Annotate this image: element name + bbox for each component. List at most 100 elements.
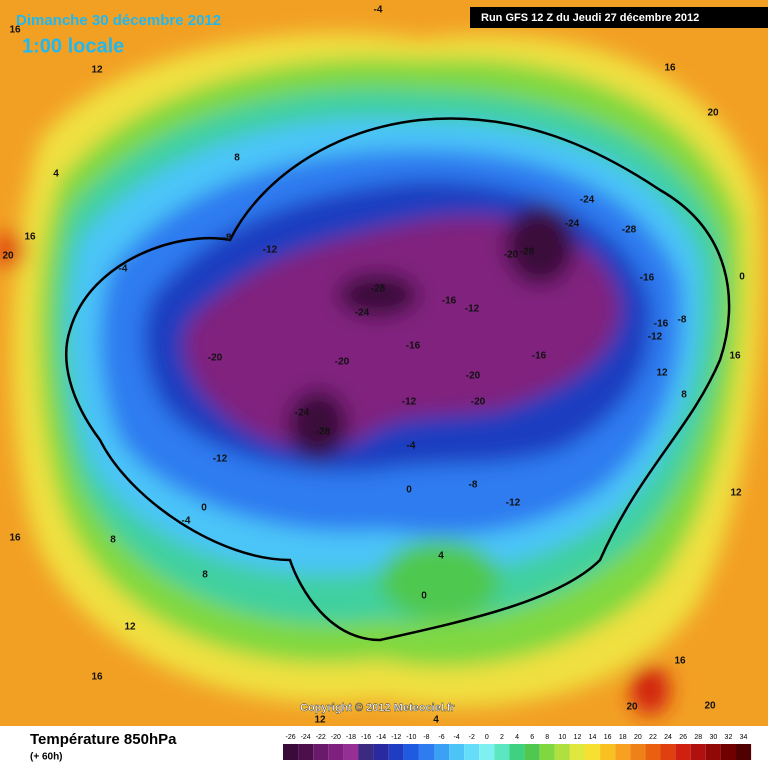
time-label: 1:00 locale xyxy=(22,35,124,57)
colorbar-swatch xyxy=(524,744,540,760)
contour-label: 8 xyxy=(202,570,208,581)
contour-label: -24 xyxy=(295,408,310,419)
colorbar-label: 16 xyxy=(604,734,612,741)
run-label: Run GFS 12 Z du Jeudi 27 décembre 2012 xyxy=(481,12,699,24)
contour-label: -20 xyxy=(471,397,486,408)
contour-label: -12 xyxy=(465,304,480,315)
contour-label: 12 xyxy=(91,65,103,76)
contour-label: -28 xyxy=(371,284,386,295)
contour-label: -24 xyxy=(565,219,580,230)
run-box xyxy=(470,7,768,28)
contour-label: -24 xyxy=(580,195,595,206)
contour-label: 12 xyxy=(124,622,136,633)
colorbar-label: 14 xyxy=(589,734,597,741)
colorbar-label: 24 xyxy=(664,734,672,741)
colorbar-swatch xyxy=(720,744,736,760)
contour-label: -28 xyxy=(520,247,535,258)
contour-label: -8 xyxy=(678,315,687,326)
contour-label: 16 xyxy=(9,533,21,544)
contour-label: 0 xyxy=(739,272,745,283)
colorbar-label: -12 xyxy=(391,734,401,741)
colorbar-label: 30 xyxy=(709,734,717,741)
colorbar-swatch xyxy=(615,744,631,760)
contour-label: 4 xyxy=(438,551,444,562)
colorbar-label: 32 xyxy=(725,734,733,741)
colorbar-label: 10 xyxy=(558,734,566,741)
colorbar-label: -6 xyxy=(438,734,444,741)
colorbar-swatch xyxy=(600,744,616,760)
contour-label: -8 xyxy=(469,480,478,491)
colorbar-label: 0 xyxy=(485,734,489,741)
contour-label: -20 xyxy=(504,250,519,261)
contour-label: -20 xyxy=(208,353,223,364)
contour-label: 16 xyxy=(674,656,686,667)
colorbar-swatch xyxy=(569,744,585,760)
colorbar-swatch xyxy=(464,744,480,760)
contour-label: 0 xyxy=(406,485,412,496)
colorbar-swatch xyxy=(434,744,450,760)
colorbar-label: -22 xyxy=(316,734,326,741)
colorbar-swatch xyxy=(388,744,404,760)
colorbar-label: 12 xyxy=(574,734,582,741)
colorbar-label: 28 xyxy=(694,734,702,741)
colorbar-label: 26 xyxy=(679,734,687,741)
colorbar-label: -16 xyxy=(361,734,371,741)
contour-label: -16 xyxy=(654,319,669,330)
contour-label: -12 xyxy=(648,332,663,343)
colorbar-label: 8 xyxy=(545,734,549,741)
colorbar-swatch xyxy=(298,744,314,760)
contour-label: -12 xyxy=(213,454,228,465)
colorbar-swatch xyxy=(403,744,419,760)
contour-label: -16 xyxy=(532,351,547,362)
colorbar-label: -2 xyxy=(469,734,475,741)
contour-label: 0 xyxy=(421,591,427,602)
map-labels: -28-24-20-24-28-12-28-24-24-20-16-12-16-… xyxy=(2,5,745,726)
copyright: Copyright © 2012 Meteociel.fr xyxy=(300,702,456,714)
contour-label: 20 xyxy=(704,701,716,712)
contour-label: 20 xyxy=(626,702,638,713)
colorbar-label: -14 xyxy=(376,734,386,741)
colorbar-label: -20 xyxy=(331,734,341,741)
contour-label: -12 xyxy=(263,245,278,256)
colorbar-swatch xyxy=(645,744,661,760)
contour-label: -20 xyxy=(335,357,350,368)
colorbar-label: 6 xyxy=(530,734,534,741)
colorbar-swatch xyxy=(479,744,495,760)
contour-label: 12 xyxy=(656,368,668,379)
colorbar: -26 -24 -22 -20 -18 -16 -14 -12 -10 -8 -6 -4 -2 0 2 4 6 8… xyxy=(283,734,752,760)
contour-label: 16 xyxy=(91,672,103,683)
contour-label: 16 xyxy=(24,232,36,243)
colorbar-swatch xyxy=(554,744,570,760)
colorbar-swatch xyxy=(373,744,389,760)
contour-label: -4 xyxy=(119,264,128,275)
colorbar-swatch xyxy=(736,744,752,760)
colorbar-label: 22 xyxy=(649,734,657,741)
temperature-field xyxy=(0,0,768,726)
colorbar-label: -8 xyxy=(423,734,429,741)
colorbar-swatch xyxy=(630,744,646,760)
freezing-contour xyxy=(65,117,731,642)
colorbar-swatch xyxy=(418,744,434,760)
contour-label: -28 xyxy=(622,225,637,236)
contour-label: -20 xyxy=(466,371,481,382)
contour-label: 4 xyxy=(433,715,439,726)
colorbar-label: 20 xyxy=(634,734,642,741)
colorbar-swatch xyxy=(494,744,510,760)
colorbar-label: -18 xyxy=(346,734,356,741)
contour-label: 20 xyxy=(2,251,14,262)
contour-label: 16 xyxy=(664,63,676,74)
contour-label: -12 xyxy=(506,498,521,509)
contour-label: -16 xyxy=(406,341,421,352)
colorbar-swatch xyxy=(343,744,359,760)
contour-label: -4 xyxy=(182,516,191,527)
contour-label: 4 xyxy=(53,169,59,180)
colorbar-swatch xyxy=(690,744,706,760)
colorbar-label: 4 xyxy=(515,734,519,741)
contour-label: -24 xyxy=(355,308,370,319)
colorbar-label: 2 xyxy=(500,734,504,741)
contour-label: -4 xyxy=(407,441,416,452)
contour-label: 12 xyxy=(314,715,326,726)
contour-label: -12 xyxy=(402,397,417,408)
colorbar-label: -26 xyxy=(285,734,295,741)
